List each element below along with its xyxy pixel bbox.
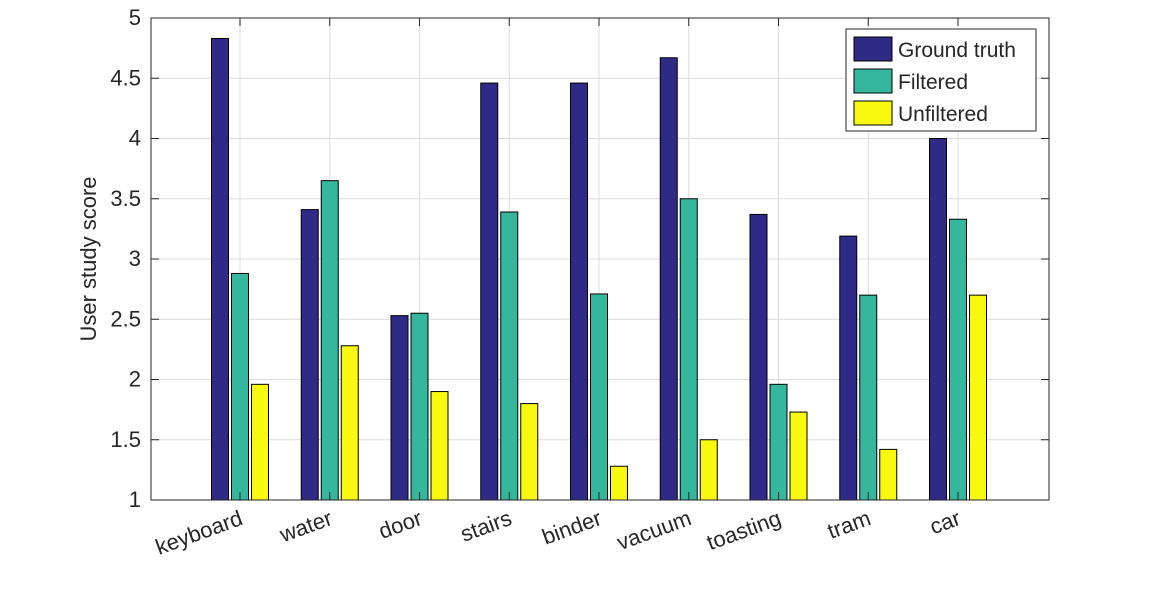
legend-swatch [853, 68, 893, 94]
bar-keyboard-filtered [231, 272, 249, 501]
x-tick-label: keyboard [152, 505, 246, 559]
x-tick-label: water [275, 505, 335, 547]
y-tick-label: 4.5 [110, 65, 141, 90]
y-tick-label: 4 [129, 126, 141, 151]
legend: Ground truth Filtered Unfiltered [845, 28, 1037, 132]
bar-door-ground-truth [390, 315, 409, 501]
bar-car-ground-truth [929, 138, 947, 501]
y-tick-label: 3 [129, 246, 141, 271]
legend-swatch [853, 36, 893, 62]
bar-door-unfiltered [430, 391, 449, 501]
bar-binder-unfiltered [610, 465, 628, 501]
bar-vacuum-ground-truth [659, 57, 678, 501]
y-tick-label: 2 [129, 367, 141, 392]
bar-tram-filtered [859, 294, 878, 501]
bar-stairs-filtered [500, 211, 519, 501]
bar-car-unfiltered [969, 294, 987, 501]
x-tick-label: toasting [703, 505, 784, 555]
bar-vacuum-unfiltered [699, 439, 718, 501]
bar-vacuum-filtered [679, 198, 698, 501]
x-tick-label: vacuum [614, 505, 695, 555]
y-tick-label: 2.5 [110, 306, 141, 331]
bar-tram-ground-truth [839, 235, 858, 501]
legend-label: Ground truth [898, 39, 1016, 62]
bar-water-ground-truth [300, 209, 319, 501]
bar-toasting-filtered [769, 383, 788, 501]
bar-binder-filtered [590, 293, 608, 501]
y-tick-label: 3.5 [110, 186, 141, 211]
bar-water-filtered [320, 180, 339, 501]
y-tick-label: 1.5 [110, 427, 141, 452]
bar-keyboard-unfiltered [251, 383, 269, 501]
bar-car-filtered [949, 218, 967, 501]
bar-binder-ground-truth [570, 82, 588, 501]
x-tick-label: stairs [457, 505, 515, 546]
legend-label: Filtered [898, 71, 968, 94]
bar-keyboard-ground-truth [211, 37, 229, 501]
bar-toasting-unfiltered [789, 411, 808, 501]
y-tick-label: 1 [129, 487, 141, 512]
bar-toasting-ground-truth [749, 213, 768, 501]
bar-water-unfiltered [340, 345, 359, 501]
x-tick-label: car [926, 505, 963, 539]
y-axis-label: User study score [76, 176, 101, 341]
bar-tram-unfiltered [879, 448, 898, 501]
bar-door-filtered [410, 312, 429, 501]
bar-stairs-unfiltered [520, 403, 539, 501]
bar-stairs-ground-truth [480, 82, 499, 501]
legend-swatch [853, 100, 893, 126]
x-tick-label: door [375, 505, 425, 544]
x-tick-label: tram [824, 505, 874, 544]
y-axis: 1 1.5 2 2.5 3 3.5 4 4.5 5 [110, 5, 1049, 512]
legend-label: Unfiltered [898, 103, 988, 126]
y-tick-label: 5 [129, 5, 141, 30]
x-tick-label: binder [539, 505, 605, 549]
